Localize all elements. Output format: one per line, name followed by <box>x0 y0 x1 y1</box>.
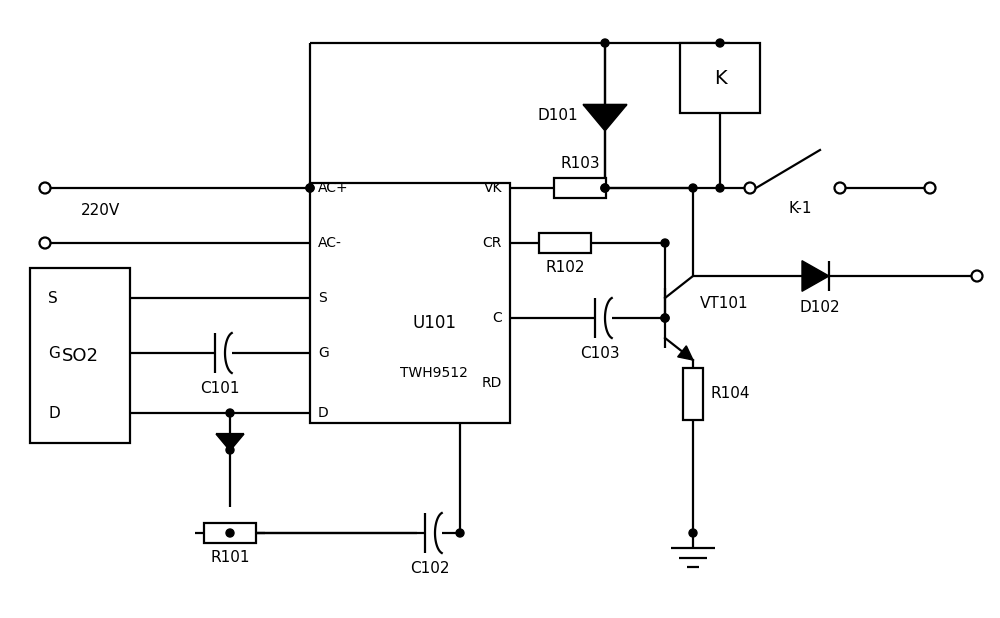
Circle shape <box>40 182 51 193</box>
Text: D: D <box>318 406 329 420</box>
Text: R104: R104 <box>710 386 750 402</box>
Circle shape <box>226 446 234 454</box>
Circle shape <box>661 314 669 322</box>
Text: VK: VK <box>484 181 502 195</box>
Bar <box>30 268 130 443</box>
Text: R101: R101 <box>210 550 250 565</box>
Circle shape <box>306 184 314 192</box>
Text: R102: R102 <box>545 260 585 275</box>
Text: R103: R103 <box>560 156 600 171</box>
Circle shape <box>834 182 846 193</box>
Circle shape <box>689 529 697 537</box>
Circle shape <box>689 184 697 192</box>
Polygon shape <box>216 434 244 451</box>
Circle shape <box>661 239 669 247</box>
Circle shape <box>601 39 609 47</box>
Text: S: S <box>318 291 327 305</box>
Text: SO2: SO2 <box>62 347 99 365</box>
Circle shape <box>601 184 609 192</box>
Text: S: S <box>48 290 58 305</box>
Circle shape <box>306 184 314 192</box>
Bar <box>680 43 760 113</box>
Text: AC+: AC+ <box>318 181 349 195</box>
Text: AC-: AC- <box>318 236 342 250</box>
Polygon shape <box>678 346 693 360</box>
Text: K-1: K-1 <box>788 200 812 216</box>
Bar <box>683 368 703 420</box>
Polygon shape <box>583 104 627 131</box>
Text: C103: C103 <box>580 346 620 361</box>
Text: C102: C102 <box>410 561 450 576</box>
Text: RD: RD <box>482 376 502 390</box>
Circle shape <box>40 237 51 248</box>
Circle shape <box>971 271 983 282</box>
Text: VT101: VT101 <box>700 295 749 310</box>
Circle shape <box>226 409 234 417</box>
Text: D102: D102 <box>800 300 840 315</box>
Text: TWH9512: TWH9512 <box>400 366 468 380</box>
Text: D: D <box>48 405 60 420</box>
Circle shape <box>716 39 724 47</box>
Circle shape <box>924 182 936 193</box>
Text: D101: D101 <box>537 108 578 123</box>
Text: 220V: 220V <box>80 203 120 218</box>
Circle shape <box>601 184 609 192</box>
Circle shape <box>716 184 724 192</box>
Text: G: G <box>318 346 329 360</box>
Bar <box>539 233 591 253</box>
Circle shape <box>226 529 234 537</box>
Polygon shape <box>802 261 829 291</box>
Circle shape <box>661 314 669 322</box>
Text: CR: CR <box>483 236 502 250</box>
Circle shape <box>456 529 464 537</box>
Bar <box>204 523 256 543</box>
Bar <box>310 183 510 423</box>
Text: C101: C101 <box>200 381 240 396</box>
Text: G: G <box>48 345 60 360</box>
Text: U101: U101 <box>412 314 456 332</box>
Bar <box>554 178 606 198</box>
Circle shape <box>744 182 756 193</box>
Text: C: C <box>492 311 502 325</box>
Text: K: K <box>714 69 726 88</box>
